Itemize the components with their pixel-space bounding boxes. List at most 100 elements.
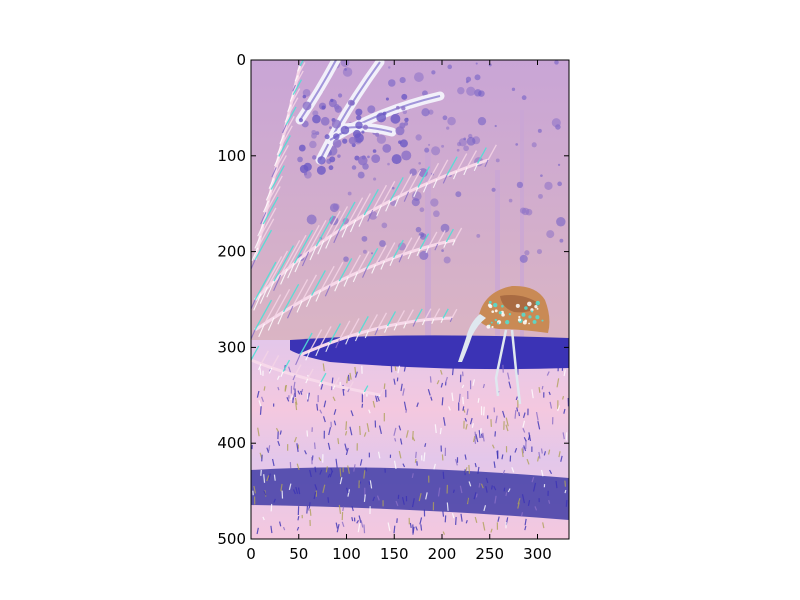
foliage-speck xyxy=(388,66,391,69)
grass-blade xyxy=(557,405,561,412)
grass-blade xyxy=(383,383,386,390)
frond-leaflet xyxy=(367,209,374,222)
grass-blade xyxy=(327,473,331,478)
frond-leaflet xyxy=(371,264,377,274)
grass-blade xyxy=(511,467,515,473)
grass-blade xyxy=(411,473,414,479)
leaf-cluster xyxy=(332,138,342,148)
grass-blade xyxy=(466,408,469,416)
grass-blade xyxy=(306,430,309,437)
foliage-speck xyxy=(347,191,352,196)
grass-blade xyxy=(270,525,273,534)
leaf-cluster xyxy=(328,165,334,171)
frond-leaflet xyxy=(260,256,283,294)
grass-blade xyxy=(286,396,290,402)
grass-blade xyxy=(369,480,373,489)
frond-leaflet xyxy=(309,329,323,352)
foliage-speck xyxy=(465,80,469,84)
frond-leaflet xyxy=(257,223,264,237)
frond-leaflet xyxy=(254,235,261,249)
frond-leaflet xyxy=(437,230,446,245)
grass-blade xyxy=(415,526,418,531)
grass-blade xyxy=(468,481,472,487)
foliage-speck xyxy=(521,95,527,101)
leaf-cluster xyxy=(312,155,317,160)
foliage-speck xyxy=(367,155,370,159)
foliage-speck xyxy=(411,198,420,207)
grass-blade xyxy=(345,421,348,431)
grass-blade xyxy=(464,454,467,460)
frond-leaflet xyxy=(270,165,285,190)
foliage-speck xyxy=(332,203,340,211)
grass-blade xyxy=(266,447,270,453)
foliage-speck xyxy=(441,144,445,148)
grass-blade xyxy=(523,436,527,442)
frond-leaflet xyxy=(297,65,301,72)
grass-blade xyxy=(485,485,488,493)
frond-leaflet xyxy=(251,259,256,271)
grass-blade xyxy=(448,406,451,411)
bird-feather-speck xyxy=(491,310,495,314)
foliage-speck xyxy=(376,134,387,144)
frond-leaflet xyxy=(398,173,413,197)
tree-branches xyxy=(295,60,445,176)
frond-leaflet xyxy=(392,239,404,259)
grass-blade xyxy=(397,365,401,374)
foliage-speck xyxy=(511,87,516,91)
grass-blade xyxy=(548,391,551,396)
grass-blade xyxy=(412,526,415,535)
grass-blade xyxy=(558,451,561,458)
grass-blade xyxy=(507,372,510,380)
grass-blade xyxy=(402,388,405,396)
grass-blade xyxy=(336,524,340,533)
grass-blade xyxy=(394,366,397,371)
bird-feather-speck xyxy=(501,304,504,308)
grass-blade xyxy=(344,431,348,436)
frond-leaflet xyxy=(414,308,423,322)
bird-feather-speck xyxy=(521,312,526,317)
grass-blade xyxy=(347,374,350,381)
foliage-speck xyxy=(441,249,444,252)
frond-leaflet xyxy=(299,60,305,67)
grass-blade xyxy=(351,517,354,522)
frond-leaflet xyxy=(385,200,391,212)
grass-blade xyxy=(275,427,279,432)
grass-blade xyxy=(538,451,541,459)
frond-leaflet xyxy=(362,391,365,396)
grass-blade xyxy=(482,383,486,389)
frond-leaflet xyxy=(324,285,331,297)
grass-blade xyxy=(472,435,476,443)
grass-blade xyxy=(365,467,367,472)
frond-leaflet xyxy=(285,106,297,126)
foliage-speck xyxy=(428,109,434,115)
grass-blade xyxy=(401,496,405,505)
grass-blade xyxy=(433,463,436,470)
frond-leaflet xyxy=(287,97,299,115)
grass-blade xyxy=(341,521,345,527)
grass-blade xyxy=(263,490,267,496)
grass-blade xyxy=(460,513,463,522)
grass-blade xyxy=(288,366,292,373)
grass-blade xyxy=(535,411,539,421)
frond-leaflet xyxy=(332,385,336,390)
grass-blade xyxy=(436,379,440,385)
leaf-cluster xyxy=(342,138,348,144)
frond-leaflet xyxy=(301,274,318,302)
grass-blade xyxy=(493,461,496,468)
frond-leaflet xyxy=(318,381,322,387)
grass-blade xyxy=(556,378,560,388)
foliage-speck xyxy=(474,74,481,81)
frond-leaflet xyxy=(275,145,289,168)
foliage-speck xyxy=(370,252,374,255)
foliage-speck xyxy=(413,72,424,82)
grass-blade xyxy=(359,459,363,466)
foliage-speck xyxy=(554,60,559,65)
frond-leaflet xyxy=(428,231,438,247)
frond-leaflet xyxy=(330,206,349,236)
frond-leaflet xyxy=(384,325,388,333)
grass-blade xyxy=(427,389,431,396)
grass-blade xyxy=(462,396,464,405)
foliage-speck xyxy=(516,181,524,189)
grass-blade xyxy=(405,409,408,413)
x-tick-label: 250 xyxy=(475,545,504,563)
